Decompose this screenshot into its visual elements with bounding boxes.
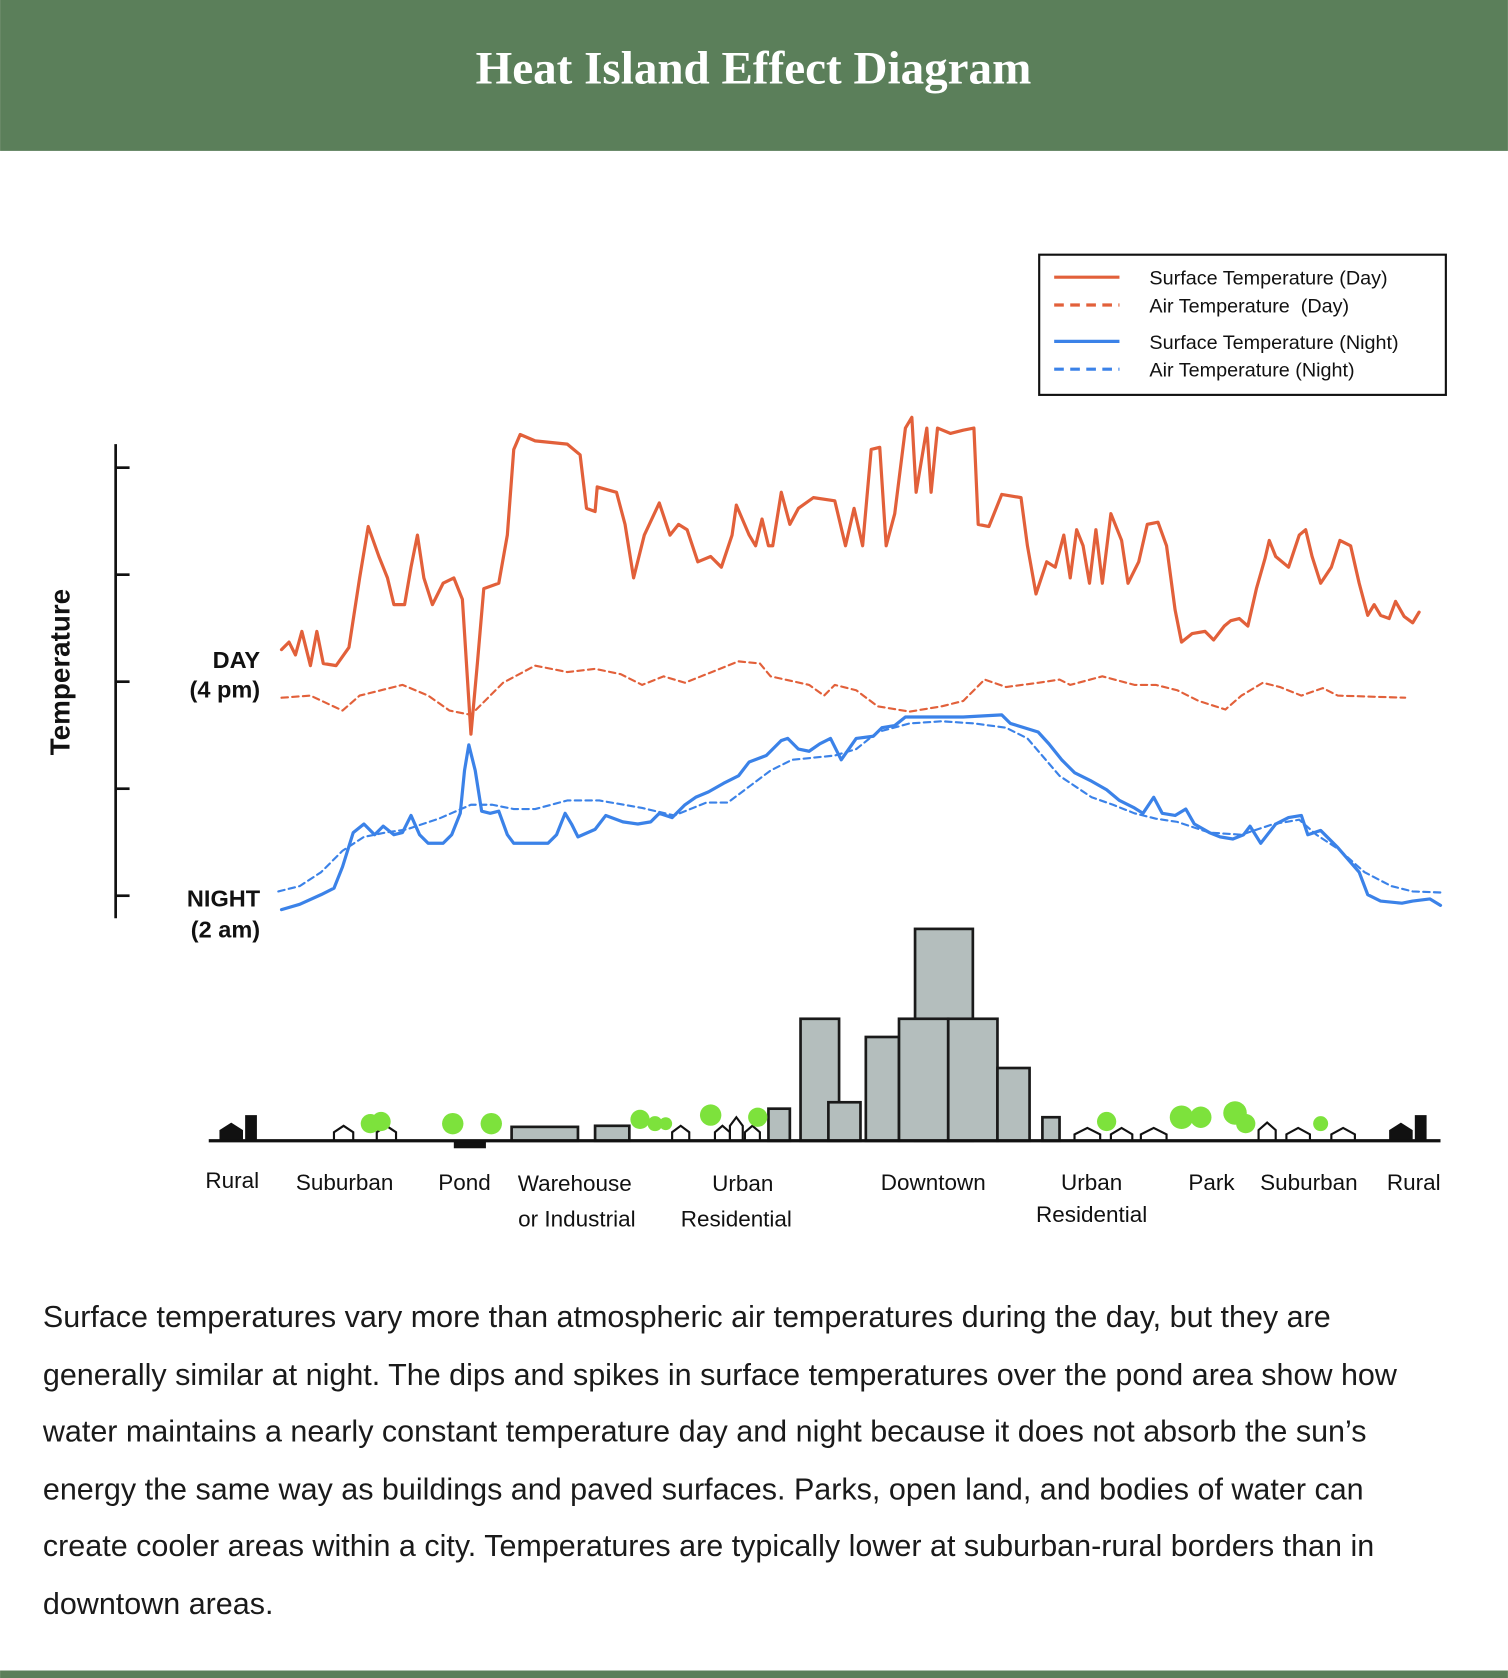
caption: Surface temperatures vary more than atmo… xyxy=(42,1300,1397,1621)
night-label: (2 am) xyxy=(191,916,260,942)
zone-label: Pond xyxy=(438,1170,490,1195)
night-air-curve xyxy=(277,720,1442,894)
zone-label: Park xyxy=(1188,1170,1235,1195)
zone-label: Suburban xyxy=(1260,1170,1357,1195)
zone-label: Residential xyxy=(1036,1202,1147,1227)
night-label: NIGHT xyxy=(187,885,261,911)
zone-label: Rural xyxy=(1387,1170,1441,1195)
zone-label: Warehouse xyxy=(518,1171,632,1196)
legend-label: Air Temperature (Day) xyxy=(1149,295,1349,317)
footer-bar xyxy=(0,1670,1508,1678)
day-air-curve xyxy=(280,660,1407,716)
landscape xyxy=(208,927,1441,1149)
zone-label: or Industrial xyxy=(518,1206,635,1231)
legend-label: Air Temperature (Night) xyxy=(1149,360,1354,382)
zone-label: Urban xyxy=(712,1171,773,1196)
zone-label: Rural xyxy=(205,1168,259,1193)
zone-label: Residential xyxy=(681,1206,792,1231)
y-axis xyxy=(114,444,130,919)
zone-label: Urban xyxy=(1061,1170,1122,1195)
header-title: Heat Island Effect Diagram xyxy=(476,43,1032,95)
legend-label: Surface Temperature (Night) xyxy=(1149,332,1398,354)
day-label: (4 pm) xyxy=(190,677,261,703)
caption-box: Surface temperatures vary more than atmo… xyxy=(42,1300,1397,1621)
header-bar xyxy=(0,0,1508,151)
y-axis-label: Temperature xyxy=(44,589,75,755)
night-surface-curve xyxy=(279,713,1443,912)
day-surface-curve xyxy=(279,415,1421,736)
curves xyxy=(277,415,1443,912)
day-label: DAY xyxy=(213,647,261,673)
legend-label: Surface Temperature (Day) xyxy=(1149,268,1387,290)
zone-label: Suburban xyxy=(296,1170,393,1195)
zone-label: Downtown xyxy=(881,1170,986,1195)
